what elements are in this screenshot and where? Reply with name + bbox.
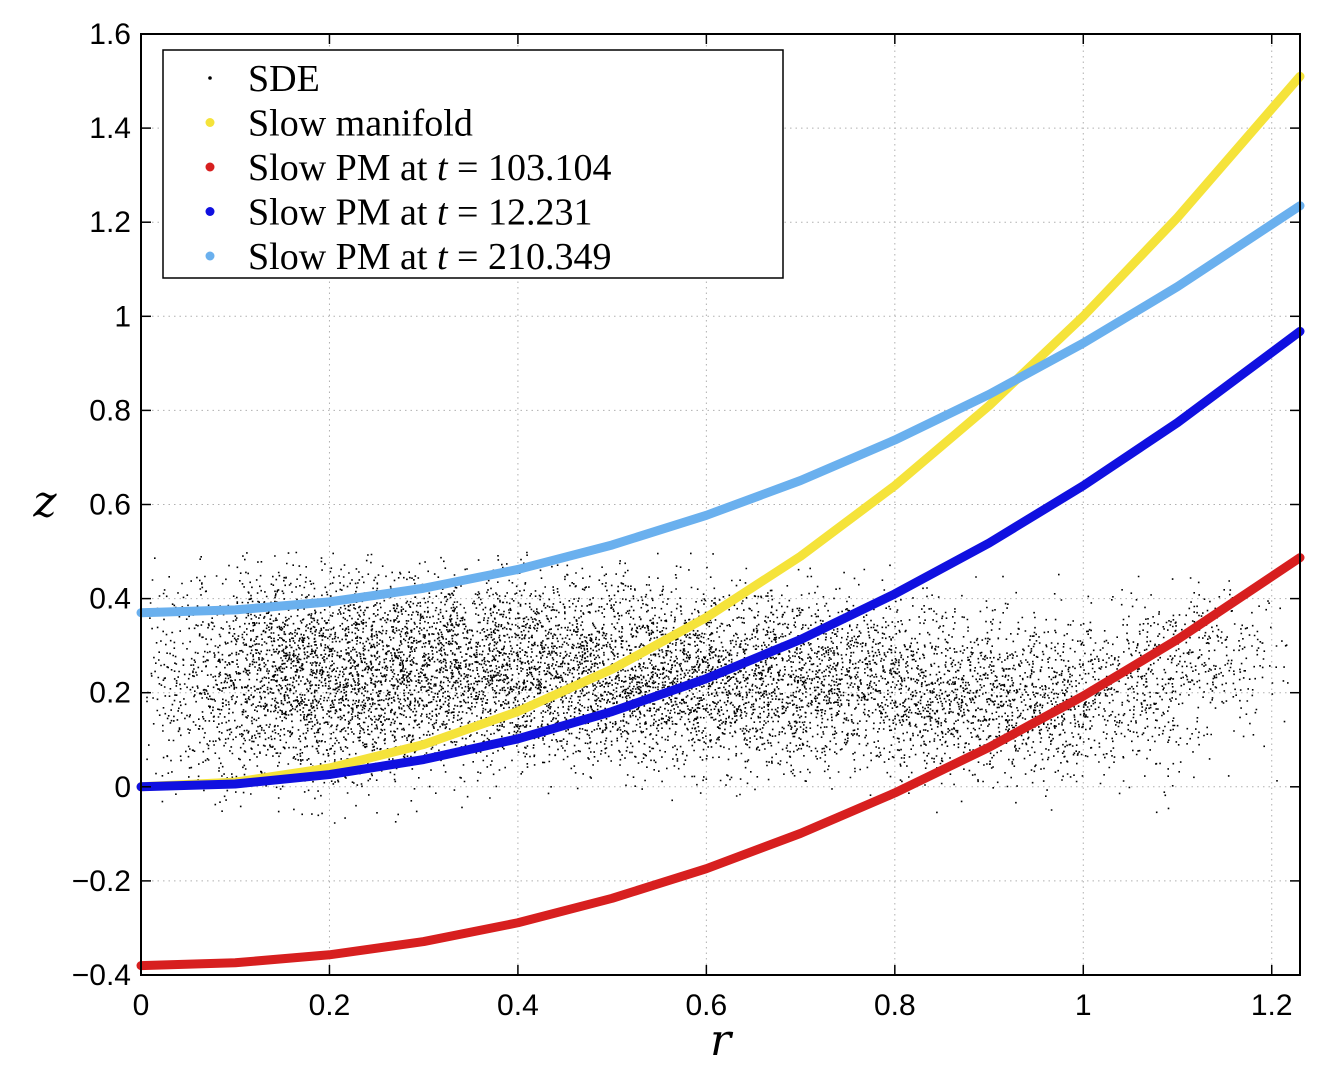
legend-marker (205, 118, 215, 127)
series-curve-1 (136, 553, 1305, 971)
y-tick-label: 0 (114, 771, 131, 804)
y-tick-label: 0.2 (89, 677, 131, 710)
y-tick-label: −0.2 (72, 865, 131, 898)
legend-label: Slow PM at t = 103.104 (248, 147, 611, 189)
legend-label: Slow manifold (248, 103, 473, 145)
legend-label: Slow PM at t = 210.349 (248, 236, 611, 278)
y-tick-label: 1.2 (89, 206, 131, 239)
legend-label: SDE (248, 58, 320, 100)
y-tick-label: 1 (114, 300, 131, 333)
x-tick-label: 0 (133, 989, 150, 1022)
y-tick-label: 0.8 (89, 394, 131, 427)
series-curve-0 (136, 71, 1305, 792)
y-tick-label: 0.4 (89, 583, 131, 616)
y-axis-label: z (32, 477, 57, 528)
x-tick-label: 0.4 (497, 989, 539, 1022)
curves (136, 71, 1305, 971)
x-tick-label: 1 (1075, 989, 1092, 1022)
y-tick-label: 1.6 (89, 18, 131, 51)
axis-ticks: 0 0.2 0.4 0.6 0.8 1 1.2 −0.4 −0.2 0 0.2 0.4 0.6 0.8 1 1… (72, 18, 1300, 1022)
legend-box (162, 49, 784, 279)
y-tick-label: −0.4 (72, 959, 131, 992)
sde-scatter-cloud (146, 551, 1289, 824)
y-tick-label: 1.4 (89, 112, 131, 145)
legend-label: Slow PM at t = 12.231 (248, 192, 592, 234)
legend-marker (205, 251, 215, 261)
x-tick-label: 1.2 (1251, 989, 1293, 1022)
x-axis-label: r (710, 1015, 734, 1066)
legend-marker (205, 207, 215, 216)
series-curve-2 (136, 326, 1305, 792)
x-tick-label: 0.8 (874, 989, 916, 1022)
y-tick-label: 0.6 (89, 489, 131, 522)
series-curve-3 (136, 201, 1305, 618)
x-tick-label: 0.6 (686, 989, 728, 1022)
x-tick-label: 0.2 (309, 989, 351, 1022)
legend-marker (208, 76, 212, 80)
sde-points (146, 551, 1289, 824)
legend-marker (205, 162, 215, 172)
